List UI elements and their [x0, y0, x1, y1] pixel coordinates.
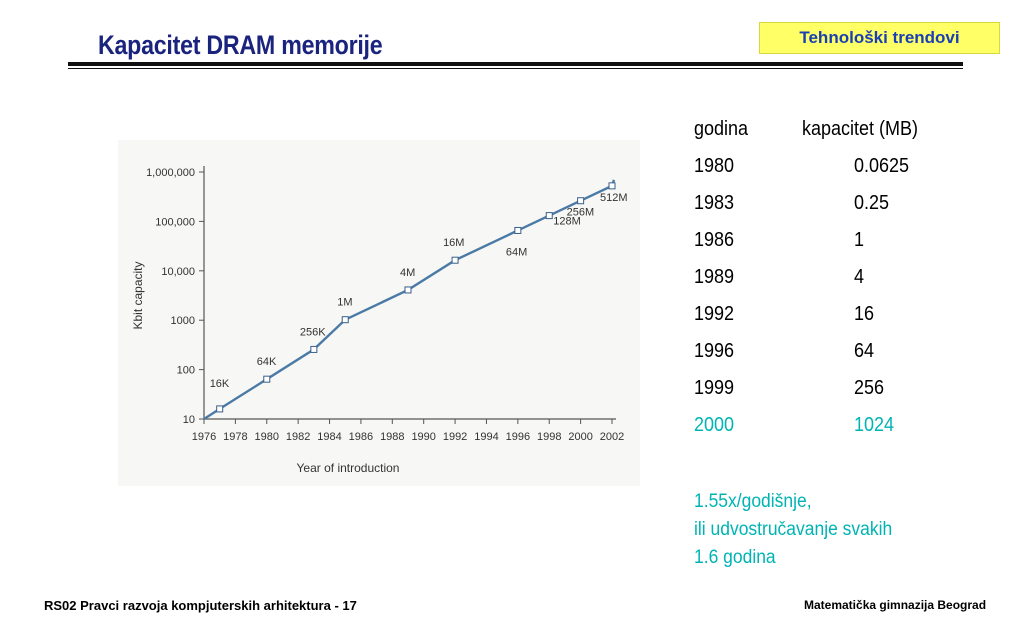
- header-capacity: kapacitet (MB): [802, 118, 919, 140]
- y-tick-label: 1,000,000: [146, 167, 195, 179]
- data-point-marker: [545, 212, 553, 220]
- data-point-label: 16M: [443, 237, 464, 249]
- x-tick-label: 1994: [474, 431, 498, 443]
- title-rule-thick: [68, 62, 963, 66]
- x-tick-label: 1992: [443, 431, 467, 443]
- x-tick-label: 2002: [600, 431, 624, 443]
- data-point-marker: [310, 345, 318, 353]
- chart-background: [118, 140, 640, 486]
- footer-left: RS02 Pravci razvoja kompjuterskih arhite…: [44, 598, 357, 613]
- data-point-label: 1M: [337, 297, 352, 309]
- row-year: 1980: [694, 155, 735, 177]
- growth-note-line2: ili udvostručavanje svakih: [694, 519, 893, 540]
- data-point-marker: [263, 375, 271, 383]
- y-axis-title: Kbit capacity: [131, 261, 145, 329]
- row-capacity: 16: [854, 303, 875, 325]
- row-year: 1989: [694, 266, 735, 288]
- row-year: 1996: [694, 340, 735, 362]
- x-tick-label: 1982: [286, 431, 310, 443]
- x-axis-title: Year of introduction: [297, 461, 400, 475]
- trend-line: [203, 179, 616, 421]
- y-tick-label: 100,000: [155, 216, 195, 228]
- data-point-label: 16K: [210, 378, 230, 390]
- dram-capacity-chart: 10 100 1000 10,000 100,000 1,000,000 1976 1978 1…: [118, 140, 640, 486]
- x-tick-label: 1990: [411, 431, 435, 443]
- x-tick-label: 1998: [537, 431, 561, 443]
- section-badge: Tehnološki trendovi: [759, 22, 1000, 54]
- x-tick-label: 1976: [192, 431, 216, 443]
- data-point-marker: [216, 405, 224, 413]
- x-tick-label: 1996: [506, 431, 530, 443]
- data-point-marker: [608, 182, 616, 190]
- x-tick-label: 1986: [349, 431, 373, 443]
- row-capacity: 1024: [854, 414, 895, 436]
- data-point-label: 128M: [553, 216, 581, 228]
- data-point-label: 4M: [400, 267, 415, 279]
- data-point-label: 256K: [300, 326, 326, 338]
- x-tick-label: 1988: [380, 431, 404, 443]
- slide-title: Kapacitet DRAM memorije: [98, 30, 383, 60]
- data-point-marker: [341, 316, 349, 324]
- growth-note-line1: 1.55x/godišnje,: [694, 491, 812, 512]
- data-point-label: 64K: [257, 356, 277, 368]
- y-tick-label: 100: [177, 365, 195, 377]
- row-year: 1983: [694, 192, 735, 214]
- y-tick-label: 10,000: [161, 266, 195, 278]
- data-point-marker: [577, 197, 585, 205]
- growth-note-line3: 1.6 godina: [694, 547, 776, 568]
- y-tick-label: 1000: [171, 315, 195, 327]
- x-tick-label: 2000: [568, 431, 592, 443]
- row-capacity: 256: [854, 377, 885, 399]
- y-tick-label: 10: [183, 414, 195, 426]
- data-point-label: 64M: [506, 246, 527, 258]
- title-rule-thin: [68, 68, 963, 69]
- row-capacity: 1: [854, 229, 865, 251]
- data-point-marker: [514, 226, 522, 234]
- row-year: 1999: [694, 377, 735, 399]
- row-capacity: 0.25: [854, 192, 890, 214]
- row-capacity: 4: [854, 266, 865, 288]
- data-point-marker: [451, 256, 459, 264]
- x-tick-label: 1978: [223, 431, 247, 443]
- row-year: 1986: [694, 229, 735, 251]
- header-year: godina: [694, 118, 749, 140]
- data-point-label: 256M: [567, 207, 595, 219]
- row-year: 2000: [694, 414, 735, 436]
- row-capacity: 0.0625: [854, 155, 910, 177]
- growth-note: 1.55x/godišnje, ili udvostručavanje svak…: [694, 488, 892, 572]
- data-point-label: 512M: [600, 192, 628, 204]
- footer-right: Matematička gimnazija Beograd: [804, 598, 987, 612]
- x-tick-label: 1980: [255, 431, 279, 443]
- x-tick-label: 1984: [317, 431, 341, 443]
- data-point-marker: [404, 286, 412, 294]
- row-year: 1992: [694, 303, 735, 325]
- row-capacity: 64: [854, 340, 875, 362]
